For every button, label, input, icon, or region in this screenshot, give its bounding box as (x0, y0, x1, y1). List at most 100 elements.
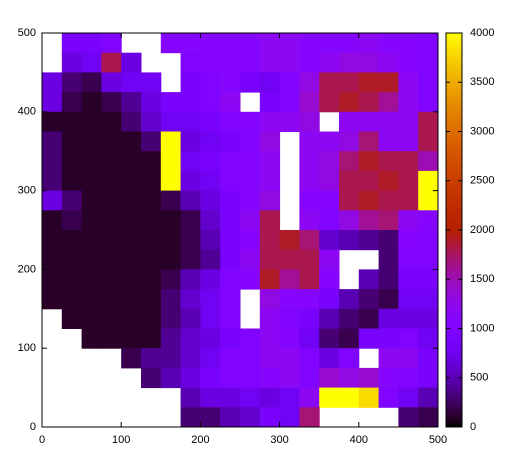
colorbar-tick-label: 2500 (470, 175, 494, 187)
heatmap-cell (299, 131, 320, 152)
heatmap-cell (378, 151, 399, 172)
heatmap-cell (180, 367, 201, 389)
heatmap-cell (259, 269, 281, 290)
heatmap-cell (319, 230, 340, 251)
heatmap-cell (180, 407, 201, 428)
heatmap-cell (339, 387, 360, 408)
heatmap-cell (240, 367, 261, 389)
heatmap-cell (42, 170, 63, 192)
heatmap-cell (319, 249, 340, 270)
heatmap-cell (378, 111, 399, 132)
heatmap-cell (160, 308, 182, 329)
heatmap-cell (418, 249, 439, 270)
heatmap-cell (141, 111, 162, 132)
heatmap-cell (259, 33, 281, 54)
heatmap-cell (319, 210, 340, 231)
heatmap-cell (141, 151, 162, 172)
heatmap-cell (418, 151, 439, 172)
heatmap-cell (319, 151, 340, 172)
heatmap-cell (200, 269, 221, 290)
heatmap-cell (160, 190, 182, 211)
heatmap-cell (220, 111, 241, 132)
heatmap-cell (240, 269, 261, 290)
heatmap-cell (200, 210, 221, 231)
heatmap-cell (81, 308, 102, 329)
heatmap-cell (121, 230, 142, 251)
x-tick-label: 300 (270, 434, 288, 446)
heatmap-cell (141, 269, 162, 290)
heatmap-cell (240, 328, 261, 349)
heatmap-cell (220, 151, 241, 172)
heatmap-cell (160, 111, 182, 132)
heatmap-cell (418, 407, 439, 428)
heatmap-cell (42, 151, 63, 172)
heatmap-cell (299, 348, 320, 369)
heatmap-cell (160, 92, 182, 113)
heatmap-cell (160, 151, 182, 172)
heatmap-cell (220, 52, 241, 73)
heatmap-cell (81, 72, 102, 93)
heatmap-cell (259, 289, 281, 310)
heatmap-cell (398, 151, 419, 172)
heatmap-cell (200, 387, 221, 408)
heatmap-cell (299, 308, 320, 329)
heatmap-cell (81, 151, 102, 172)
heatmap-cell (121, 170, 142, 192)
heatmap-cell (378, 328, 399, 349)
heatmap-cell (101, 210, 122, 231)
heatmap-cell (200, 230, 221, 251)
heatmap-cell (220, 72, 241, 93)
heatmap-cell (220, 131, 241, 152)
heatmap-cell (220, 407, 241, 428)
heatmap-cell (121, 52, 142, 73)
heatmap-cell (200, 151, 221, 172)
heatmap-cell (299, 407, 320, 428)
heatmap-cell (358, 111, 380, 132)
heatmap-cell (299, 33, 320, 54)
heatmap-cell (339, 131, 360, 152)
heatmap-cell (378, 348, 399, 369)
heatmap-cell (279, 407, 300, 428)
heatmap-cell (418, 92, 439, 113)
heatmap-cell (378, 230, 399, 251)
heatmap-cell (339, 190, 360, 211)
heatmap-cell (279, 289, 300, 310)
heatmap-cell (378, 131, 399, 152)
heatmap-cell (259, 190, 281, 211)
heatmap-cell (121, 210, 142, 231)
heatmap-cell (220, 230, 241, 251)
heatmap-cell (398, 92, 419, 113)
heatmap-cell (299, 111, 320, 132)
heatmap-cell (220, 33, 241, 54)
x-tick-label: 400 (350, 434, 368, 446)
heatmap-cell (42, 111, 63, 132)
heatmap-cell (339, 210, 360, 231)
heatmap-cell (141, 210, 162, 231)
heatmap-cell (339, 170, 360, 192)
heatmap-cell (240, 52, 261, 73)
heatmap-cell (259, 328, 281, 349)
heatmap-cell (141, 308, 162, 329)
heatmap-cell (141, 328, 162, 349)
heatmap-cell (339, 151, 360, 172)
heatmap-cell (418, 190, 439, 211)
heatmap-cell (240, 111, 261, 132)
heatmap-cell (339, 289, 360, 310)
heatmap-cell (299, 190, 320, 211)
heatmap-cell (418, 111, 439, 132)
y-tick-label: 300 (18, 185, 36, 197)
heatmap-cell (121, 289, 142, 310)
heatmap-cell (279, 387, 300, 408)
heatmap-cell (101, 151, 122, 172)
heatmap-cell (81, 190, 102, 211)
heatmap-cell (398, 407, 419, 428)
x-tick-label: 200 (191, 434, 209, 446)
heatmap-cell (358, 170, 380, 192)
heatmap-cell (418, 52, 439, 73)
heatmap-cell (101, 52, 122, 73)
heatmap-cells (42, 33, 439, 428)
heatmap-cell (220, 210, 241, 231)
heatmap-cell (240, 190, 261, 211)
heatmap-cell (299, 249, 320, 270)
heatmap-cell (61, 190, 83, 211)
